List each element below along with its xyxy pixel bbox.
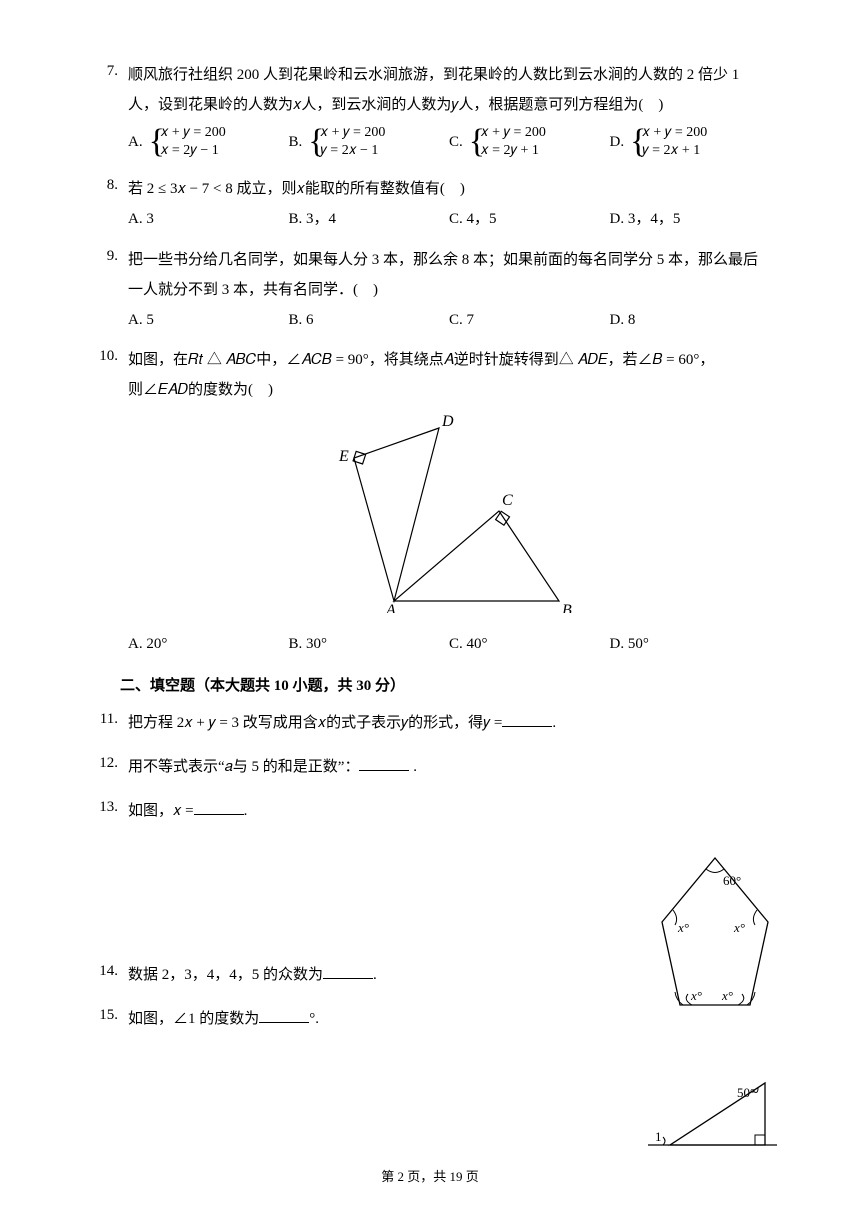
section-2-title: 二、填空题（本大题共 10 小题，共 30 分）: [120, 675, 770, 698]
q15-figure: 50° 1: [645, 1075, 780, 1163]
q9-number: 9.: [90, 245, 128, 332]
q10-body: 如图，在𝑅𝑡 △ 𝐴𝐵𝐶中，∠𝐴𝐶𝐵 = 90°，将其绕点𝐴逆时针旋转得到△ 𝐴…: [128, 345, 770, 655]
question-11: 11. 把方程 2𝑥 + 𝑦 = 3 改写成用含𝑥的式子表示𝑦的形式，得𝑦 =.: [90, 708, 770, 738]
q9-opt-a: A. 5: [128, 309, 289, 332]
q8-opt-c: C. 4，5: [449, 208, 610, 231]
right-triangle-icon: 50° 1: [645, 1075, 780, 1155]
svg-text:50°: 50°: [737, 1085, 755, 1100]
svg-text:60°: 60°: [723, 873, 741, 888]
svg-text:x°: x°: [690, 988, 702, 1003]
question-9: 9. 把一些书分给几名同学，如果每人分 3 本，那么余 8 本；如果前面的每名同…: [90, 245, 770, 332]
q7-options: A. 𝑥 + 𝑦 = 200 𝑥 = 2𝑦 − 1 B. 𝑥 + 𝑦 = 200…: [128, 124, 770, 160]
q12-body: 用不等式表示“𝑎与 5 的和是正数”： .: [128, 752, 770, 782]
q13-number: 13.: [90, 796, 128, 946]
svg-text:x°: x°: [721, 988, 733, 1003]
q12-number: 12.: [90, 752, 128, 782]
q7-opt-a: A. 𝑥 + 𝑦 = 200 𝑥 = 2𝑦 − 1: [128, 124, 289, 160]
q7-body: 顺风旅行社组织 200 人到花果岭和云水涧旅游，到花果岭的人数比到云水涧的人数的…: [128, 60, 770, 160]
q10-opt-a: A. 20°: [128, 633, 289, 656]
q11-number: 11.: [90, 708, 128, 738]
q8-number: 8.: [90, 174, 128, 231]
question-12: 12. 用不等式表示“𝑎与 5 的和是正数”： .: [90, 752, 770, 782]
q10-options: A. 20° B. 30° C. 40° D. 50°: [128, 633, 770, 656]
svg-text:1: 1: [655, 1129, 662, 1144]
q8-options: A. 3 B. 3，4 C. 4，5 D. 3，4，5: [128, 208, 770, 231]
q7-opt-b: B. 𝑥 + 𝑦 = 200 𝑦 = 2𝑥 − 1: [289, 124, 450, 160]
q10-opt-b: B. 30°: [289, 633, 450, 656]
svg-text:x°: x°: [733, 920, 745, 935]
blank-fill: [359, 757, 409, 771]
blank-fill: [323, 965, 373, 979]
svg-text:E: E: [338, 448, 349, 465]
q10-number: 10.: [90, 345, 128, 655]
q10-opt-d: D. 50°: [610, 633, 771, 656]
question-8: 8. 若 2 ≤ 3𝑥 − 7 < 8 成立，则𝑥能取的所有整数值有( ) A.…: [90, 174, 770, 231]
q9-text: 把一些书分给几名同学，如果每人分 3 本，那么余 8 本；如果前面的每名同学分 …: [128, 245, 770, 305]
q15-number: 15.: [90, 1004, 128, 1084]
triangle-rotation-icon: A B C D E: [304, 413, 594, 613]
q7-text: 顺风旅行社组织 200 人到花果岭和云水涧旅游，到花果岭的人数比到云水涧的人数的…: [128, 60, 770, 120]
q9-opt-b: B. 6: [289, 309, 450, 332]
q9-opt-d: D. 8: [610, 309, 771, 332]
blank-fill: [194, 801, 244, 815]
blank-fill: [502, 713, 552, 727]
question-7: 7. 顺风旅行社组织 200 人到花果岭和云水涧旅游，到花果岭的人数比到云水涧的…: [90, 60, 770, 160]
q7-opt-c: C. 𝑥 + 𝑦 = 200 𝑥 = 2𝑦 + 1: [449, 124, 610, 160]
q8-body: 若 2 ≤ 3𝑥 − 7 < 8 成立，则𝑥能取的所有整数值有( ) A. 3 …: [128, 174, 770, 231]
question-10: 10. 如图，在𝑅𝑡 △ 𝐴𝐵𝐶中，∠𝐴𝐶𝐵 = 90°，将其绕点𝐴逆时针旋转得…: [90, 345, 770, 655]
blank-fill: [259, 1009, 309, 1023]
q7-number: 7.: [90, 60, 128, 160]
q9-options: A. 5 B. 6 C. 7 D. 8: [128, 309, 770, 332]
q11-body: 把方程 2𝑥 + 𝑦 = 3 改写成用含𝑥的式子表示𝑦的形式，得𝑦 =.: [128, 708, 770, 738]
svg-text:C: C: [502, 492, 513, 509]
q7-opt-d: D. 𝑥 + 𝑦 = 200 𝑦 = 2𝑥 + 1: [610, 124, 771, 160]
svg-text:x°: x°: [677, 920, 689, 935]
q13-figure: 60° x° x° x° x°: [650, 850, 780, 1028]
q8-opt-d: D. 3，4，5: [610, 208, 771, 231]
q9-opt-c: C. 7: [449, 309, 610, 332]
q9-body: 把一些书分给几名同学，如果每人分 3 本，那么余 8 本；如果前面的每名同学分 …: [128, 245, 770, 332]
q10-figure: A B C D E: [128, 413, 770, 621]
svg-text:A: A: [385, 602, 396, 613]
q10-opt-c: C. 40°: [449, 633, 610, 656]
svg-text:B: B: [562, 602, 572, 613]
page-footer: 第 2 页，共 19 页: [0, 1167, 860, 1187]
q8-opt-a: A. 3: [128, 208, 289, 231]
q8-opt-b: B. 3，4: [289, 208, 450, 231]
pentagon-icon: 60° x° x° x° x°: [650, 850, 780, 1020]
svg-text:D: D: [441, 413, 454, 430]
q10-text: 如图，在𝑅𝑡 △ 𝐴𝐵𝐶中，∠𝐴𝐶𝐵 = 90°，将其绕点𝐴逆时针旋转得到△ 𝐴…: [128, 345, 770, 405]
q14-number: 14.: [90, 960, 128, 990]
q8-text: 若 2 ≤ 3𝑥 − 7 < 8 成立，则𝑥能取的所有整数值有( ): [128, 174, 770, 204]
